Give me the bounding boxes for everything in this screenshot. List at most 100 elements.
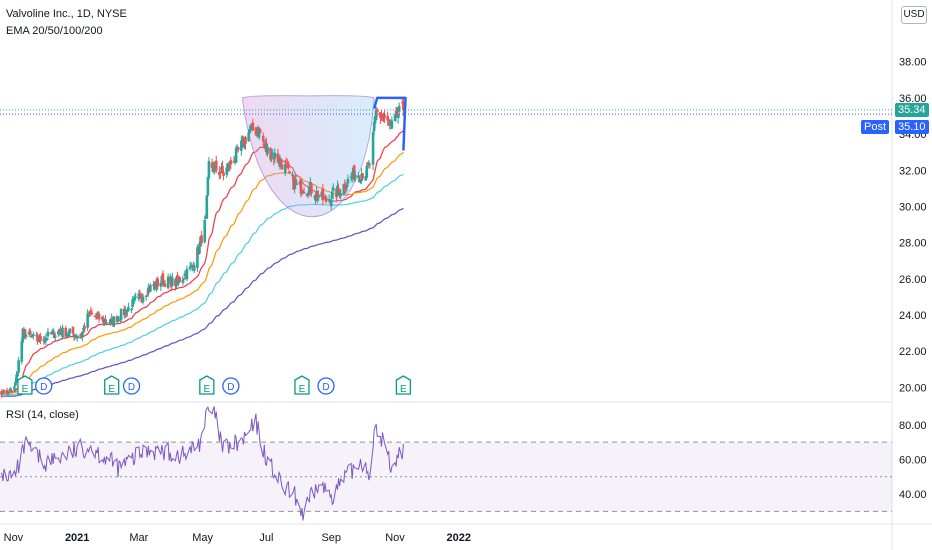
candle-body (130, 309, 133, 311)
candle-body (94, 316, 98, 318)
candle-body (273, 152, 277, 159)
candle-body (374, 109, 378, 120)
candle-body (329, 200, 333, 207)
handle-triangle (372, 96, 407, 151)
candle-body (141, 296, 145, 302)
candle-body (307, 186, 311, 196)
candle-body (145, 294, 149, 296)
candle-body (51, 329, 55, 333)
candle-body (280, 164, 284, 170)
ema-legend: EMA 20/50/100/200 (6, 25, 103, 37)
candle-body (396, 114, 400, 119)
candle-body (276, 153, 280, 162)
candle-body (279, 158, 283, 163)
candle-body (236, 147, 240, 151)
dividend-marker (122, 377, 141, 395)
last-price-tag: 35.34 (895, 102, 929, 117)
candle-body (221, 165, 224, 173)
candle-body (131, 299, 134, 308)
candle-body (402, 101, 405, 110)
candle-body (104, 318, 107, 323)
candle-body (50, 331, 54, 335)
price-tick-label: 38.00 (899, 57, 927, 69)
candle-body (137, 293, 141, 300)
price-tick-label: 36.00 (899, 93, 927, 105)
candle-body (162, 280, 166, 285)
earnings-marker (104, 375, 120, 395)
candle-body (346, 178, 350, 184)
earnings-marker-label: E (203, 384, 210, 395)
candle-body (175, 276, 178, 287)
candle-body (126, 309, 129, 313)
candle-body (185, 268, 189, 280)
candle-body (168, 276, 172, 282)
candle-body (317, 196, 320, 198)
candle-body (330, 191, 334, 200)
candle-body (176, 275, 179, 281)
post-market-label: Post (861, 120, 890, 135)
candle-body (375, 109, 379, 112)
candle-body (183, 273, 187, 276)
candle-body (301, 190, 305, 194)
rsi-tick-label: 40.00 (899, 489, 927, 501)
candle-body (358, 179, 361, 181)
candle-body (251, 122, 255, 131)
candle-body (324, 196, 328, 202)
candle-body (368, 163, 372, 165)
candle-body (37, 340, 40, 342)
dividend-marker-label: D (322, 382, 329, 393)
candle-body (39, 336, 42, 341)
candle-body (380, 114, 383, 118)
candle-body (17, 360, 20, 373)
candle-body (59, 329, 62, 333)
candle-body (93, 315, 97, 317)
candle-body (203, 220, 207, 243)
candle-body (299, 181, 303, 194)
dividend-marker (35, 377, 53, 395)
candle-body (206, 177, 210, 196)
candle-body (75, 335, 79, 339)
candle-body (278, 158, 282, 167)
candle-body (192, 264, 196, 271)
candle-body (271, 153, 274, 155)
candle-body (212, 164, 216, 173)
candle-body (372, 122, 376, 132)
price-tick-label: 26.00 (899, 274, 927, 286)
candle-body (2, 389, 6, 392)
candle-body (344, 186, 348, 190)
candle-body (339, 193, 342, 196)
currency-badge[interactable]: USD (901, 6, 927, 24)
candle-body (45, 338, 49, 340)
candle-body (288, 171, 291, 174)
time-tick-label: Mar (129, 532, 148, 544)
candle-body (336, 185, 339, 197)
candle-body (222, 172, 225, 177)
candle-body (134, 296, 138, 298)
candle-body (110, 317, 113, 319)
earnings-marker-label: E (299, 384, 306, 395)
candle-body (144, 295, 148, 297)
candle-body (390, 120, 394, 129)
candle-body (367, 162, 371, 164)
candle-body (207, 160, 211, 179)
candle-body (283, 164, 287, 173)
candle-body (15, 374, 18, 383)
candle-body (7, 391, 11, 393)
candle-body (338, 190, 341, 196)
candle-body (13, 386, 16, 391)
candle-body (313, 196, 316, 198)
candle-body (138, 292, 142, 294)
candle-body (10, 389, 13, 393)
symbol-title: Valvoline Inc., 1D, NYSE (6, 8, 127, 20)
price-tick-label: 28.00 (899, 238, 927, 250)
candle-body (198, 243, 201, 254)
earnings-marker (294, 375, 310, 395)
time-tick-label: 2022 (447, 532, 471, 544)
candle-body (386, 115, 389, 121)
rsi-line (0, 406, 404, 521)
candle-body (83, 326, 86, 330)
candle-body (353, 174, 357, 178)
candle-body (36, 334, 39, 342)
candle-body (332, 188, 335, 191)
